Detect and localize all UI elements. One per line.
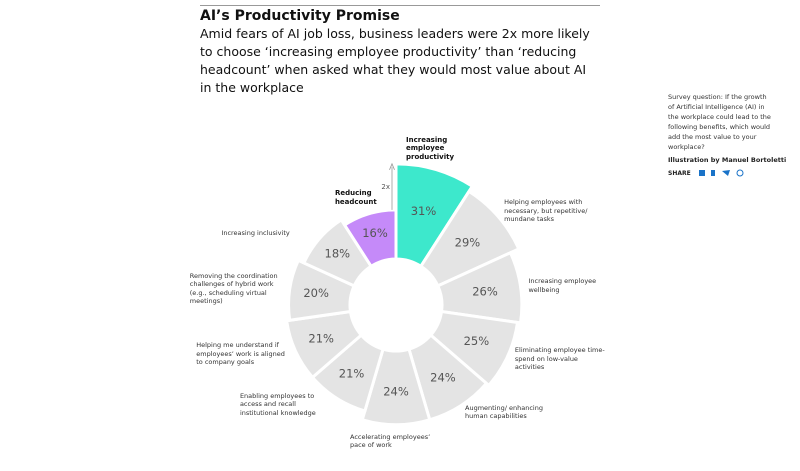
segment [342, 208, 398, 269]
share-icon[interactable] [722, 170, 730, 176]
value-label: 24% [383, 384, 409, 398]
annotation: 2x [381, 183, 390, 191]
value-label: 20% [303, 286, 329, 300]
share-label: SHARE [668, 170, 691, 177]
category-label: Enabling employees to access and recall … [239, 391, 316, 417]
segment [301, 217, 374, 288]
category-label: Helping me understand if employees’ work… [196, 341, 285, 367]
category-label: Augmenting/ enhancing human capabilities [465, 403, 543, 421]
category-label: Increasing inclusivity [221, 228, 290, 237]
value-label: 18% [325, 247, 351, 261]
segment [428, 309, 520, 388]
category-label: Accelerating employees’ pace of work [350, 432, 431, 450]
category-label: Helping employees with necessary, but re… [504, 198, 588, 224]
credit: Illustration by Manuel Bortoletti [668, 156, 787, 164]
annotation-arrowhead [389, 162, 395, 170]
value-label: 21% [308, 332, 334, 346]
segment [418, 189, 521, 288]
segment [360, 347, 432, 427]
category-label: Increasing employee productivity [406, 135, 455, 161]
title: AI’s Productivity Promise [200, 5, 600, 24]
value-label: 21% [339, 367, 365, 381]
segment [284, 309, 364, 380]
subtitle: Amid fears of AI job loss, business lead… [200, 26, 590, 95]
segment [394, 162, 475, 269]
segment [435, 250, 524, 325]
value-label: 29% [455, 236, 481, 250]
category-label: Removing the coordination challenges of … [189, 271, 278, 306]
segment [287, 258, 357, 322]
category-label: Eliminating employee time-spend on low-v… [514, 346, 605, 372]
value-label: 16% [362, 226, 388, 240]
value-label: 25% [464, 334, 490, 348]
category-label: Reducing headcount [334, 189, 377, 206]
share-icon[interactable] [711, 170, 715, 176]
share-icon[interactable] [699, 170, 705, 176]
value-label: 24% [430, 371, 456, 385]
value-label: 26% [472, 285, 498, 299]
survey-note: Survey question: If the growth of Artifi… [668, 93, 771, 151]
value-label: 31% [411, 204, 437, 218]
share-icon[interactable] [736, 169, 744, 177]
category-label: Increasing employee wellbeing [528, 277, 597, 294]
